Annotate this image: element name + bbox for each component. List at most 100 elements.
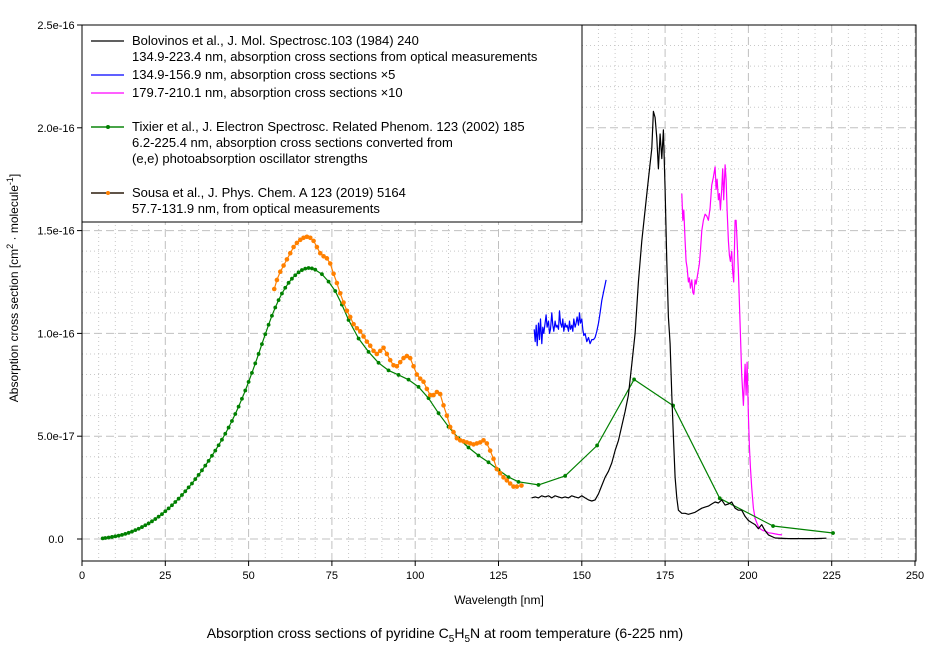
data-point: [411, 363, 416, 369]
data-point: [236, 404, 241, 409]
data-point: [270, 313, 274, 318]
x-tick-label: 75: [326, 570, 338, 582]
data-point: [436, 411, 441, 416]
legend-item-bolovinos_x5: 134.9-156.9 nm, absorption cross section…: [91, 67, 395, 82]
x-tick-label: 0: [79, 570, 85, 582]
series-line-sousa: [273, 236, 522, 488]
x-tick-label: 50: [242, 570, 254, 582]
data-point: [140, 525, 144, 529]
data-point: [317, 250, 323, 256]
data-point: [293, 273, 298, 278]
data-point: [160, 512, 164, 517]
data-point: [310, 266, 314, 271]
data-point: [536, 483, 541, 487]
legend-label: (e,e) photoabsorption oscillator strengt…: [132, 151, 368, 166]
data-point: [344, 308, 350, 314]
axes: 0 25 50 75 100 125 150 175 200 225 250 0.0 5.0e-17 1.…: [37, 20, 924, 582]
data-point: [190, 481, 194, 486]
data-point: [150, 519, 154, 524]
data-point: [133, 528, 138, 533]
data-point: [143, 523, 148, 528]
data-point: [484, 441, 490, 446]
data-point: [376, 360, 381, 365]
data-point: [130, 529, 134, 534]
data-point: [632, 377, 637, 382]
data-point: [595, 443, 600, 448]
data-point: [371, 348, 376, 354]
series-line-bolovinos_x5: [533, 279, 607, 347]
legend: Bolovinos et al., J. Mol. Spectrosc.103 …: [81, 24, 583, 223]
data-point: [240, 396, 244, 401]
data-point: [163, 509, 168, 514]
data-point: [116, 533, 121, 538]
data-point: [333, 289, 338, 293]
data-point: [113, 534, 118, 539]
data-point: [406, 377, 411, 382]
data-point: [331, 271, 336, 277]
data-point: [354, 325, 360, 331]
caption-mid1: H: [454, 625, 464, 641]
data-point: [170, 503, 174, 508]
data-point: [176, 496, 181, 501]
y-tick-label: 2.0e-16: [37, 123, 74, 135]
data-point: [394, 363, 400, 369]
data-point: [511, 484, 516, 489]
data-point: [230, 419, 234, 423]
series-line-bolovinos: [531, 110, 827, 540]
y-axis-title: Absorption cross section [cm2 · molecule…: [5, 174, 21, 402]
caption-post: N at room temperature (6-225 nm): [470, 625, 683, 641]
legend-label: 6.2-225.4 nm, absorption cross sections …: [132, 135, 453, 150]
data-point: [454, 435, 460, 441]
data-point: [314, 244, 320, 250]
data-point: [476, 453, 481, 458]
series-sousa: [271, 234, 524, 489]
data-point: [347, 314, 353, 320]
data-point: [466, 445, 471, 450]
data-point: [210, 453, 214, 458]
data-point: [563, 473, 568, 478]
y-axis-title-post: ]: [7, 174, 21, 177]
data-point: [286, 280, 291, 285]
data-point: [290, 276, 294, 281]
data-point: [404, 353, 410, 359]
data-point: [401, 355, 406, 361]
data-point: [256, 352, 261, 356]
x-tick-label: 250: [906, 570, 924, 582]
data-point: [320, 272, 324, 277]
data-point: [233, 412, 238, 416]
x-tick-label: 125: [489, 570, 507, 582]
data-point: [421, 379, 426, 385]
data-point: [351, 321, 356, 327]
data-point: [123, 531, 128, 536]
series-layer: [100, 110, 835, 541]
x-tick-label: 175: [656, 570, 674, 582]
data-point: [276, 298, 281, 302]
series-bolovinos_x5: [533, 279, 607, 347]
legend-label: Tixier et al., J. Electron Spectrosc. Re…: [132, 119, 525, 134]
data-point: [451, 429, 456, 435]
data-point: [156, 514, 161, 519]
data-point: [437, 391, 443, 397]
data-point: [396, 373, 401, 377]
data-point: [377, 348, 383, 354]
data-point: [324, 256, 330, 261]
data-point: [253, 361, 258, 366]
data-point: [213, 448, 218, 453]
y-tick-label: 5.0e-17: [37, 431, 74, 443]
data-point: [274, 277, 280, 283]
data-point: [481, 438, 486, 443]
data-point: [507, 481, 513, 486]
data-point: [303, 266, 308, 271]
data-point: [366, 350, 371, 354]
data-point: [384, 351, 390, 357]
data-point: [487, 448, 493, 453]
x-tick-label: 200: [739, 570, 757, 582]
data-point: [153, 517, 158, 521]
legend-marker: [106, 125, 110, 129]
data-point: [387, 357, 393, 363]
data-point: [506, 475, 511, 480]
data-point: [486, 460, 491, 465]
data-point: [173, 500, 178, 504]
series-bolovinos: [531, 110, 827, 540]
